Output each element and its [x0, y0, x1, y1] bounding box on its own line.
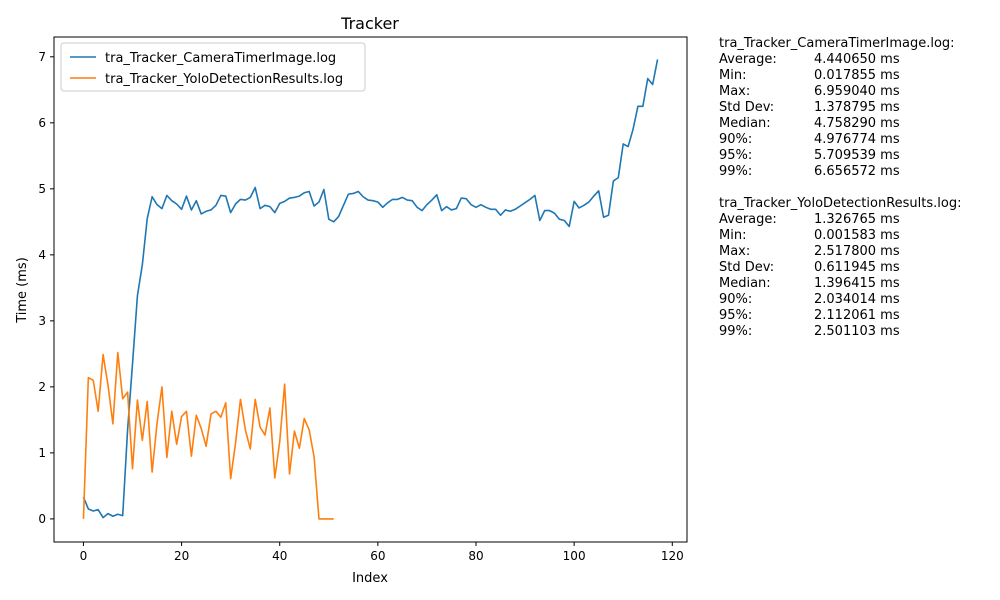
- stats-label: 90%:: [719, 292, 753, 307]
- stats-label: Max:: [719, 84, 751, 99]
- x-tick-label: 0: [80, 549, 88, 563]
- x-tick-label: 60: [370, 549, 385, 563]
- stats-value: 0.001583 ms: [814, 228, 900, 243]
- stats-value: 1.326765 ms: [814, 212, 900, 227]
- stats-row: Median: 4.758290 ms: [719, 116, 961, 132]
- stats-label: Average:: [719, 212, 777, 227]
- stats-title: tra_Tracker_CameraTimerImage.log:: [719, 36, 955, 51]
- stats-row: Average: 4.440650 ms: [719, 52, 961, 68]
- y-tick-label: 0: [38, 512, 46, 526]
- plot-frame: [53, 36, 688, 543]
- stats-row: Min: 0.001583 ms: [719, 228, 961, 244]
- y-tick-label: 2: [38, 380, 46, 394]
- legend: tra_Tracker_CameraTimerImage.log tra_Tra…: [60, 42, 366, 92]
- stats-row: Std Dev: 0.611945 ms: [719, 260, 961, 276]
- stats-row: Max: 2.517800 ms: [719, 244, 961, 260]
- y-axis: 0 1 2 3 4 5 6 7: [38, 50, 54, 526]
- stats-block-camera: tra_Tracker_CameraTimerImage.log: Averag…: [719, 36, 961, 180]
- stats-label: 99%:: [719, 164, 753, 179]
- stats-value: 1.378795 ms: [814, 100, 900, 115]
- stats-value: 2.517800 ms: [814, 244, 900, 259]
- series-line-camera: [82, 59, 659, 519]
- y-tick-label: 1: [38, 446, 46, 460]
- stats-row: Median: 1.396415 ms: [719, 276, 961, 292]
- y-tick-label: 3: [38, 314, 46, 328]
- x-tick-label: 80: [468, 549, 483, 563]
- stats-row: 90%: 2.034014 ms: [719, 292, 961, 308]
- stats-row: 90%: 4.976774 ms: [719, 132, 961, 148]
- stats-block-yolo: tra_Tracker_YoloDetectionResults.log: Av…: [719, 196, 961, 340]
- x-tick-label: 100: [563, 549, 586, 563]
- legend-label-yolo: tra_Tracker_YoloDetectionResults.log: [105, 72, 343, 87]
- y-tick-label: 6: [38, 116, 46, 130]
- stats-value: 4.440650 ms: [814, 52, 900, 67]
- stats-label: Std Dev:: [719, 260, 775, 275]
- stats-row: 95%: 2.112061 ms: [719, 308, 961, 324]
- series-group: [82, 59, 659, 520]
- chart-title: Tracker: [340, 14, 399, 33]
- y-tick-label: 5: [38, 182, 46, 196]
- x-tick-label: 20: [174, 549, 189, 563]
- stats-label: 95%:: [719, 148, 753, 163]
- stats-row: 95%: 5.709539 ms: [719, 148, 961, 164]
- stats-row: Std Dev: 1.378795 ms: [719, 100, 961, 116]
- stats-label: Median:: [719, 116, 771, 131]
- stats-title: tra_Tracker_YoloDetectionResults.log:: [719, 196, 962, 211]
- stats-value: 2.112061 ms: [814, 308, 900, 323]
- stats-value: 6.656572 ms: [814, 164, 900, 179]
- stats-label: 90%:: [719, 132, 753, 147]
- legend-label-camera: tra_Tracker_CameraTimerImage.log: [105, 51, 336, 66]
- x-tick-label: 120: [661, 549, 684, 563]
- series-line-yolo: [82, 351, 334, 520]
- plot-area: [53, 36, 688, 543]
- stats-label: Median:: [719, 276, 771, 291]
- stats-row: 99%: 2.501103 ms: [719, 324, 961, 340]
- stats-label: Average:: [719, 52, 777, 67]
- stats-row: Min: 0.017855 ms: [719, 68, 961, 84]
- stats-label: Std Dev:: [719, 100, 775, 115]
- y-axis-label: Time (ms): [15, 257, 30, 324]
- stats-label: Max:: [719, 244, 751, 259]
- stats-value: 2.501103 ms: [814, 324, 900, 339]
- stats-label: 95%:: [719, 308, 753, 323]
- stats-row: Average: 1.326765 ms: [719, 212, 961, 228]
- stats-value: 2.034014 ms: [814, 292, 900, 307]
- stats-row: 99%: 6.656572 ms: [719, 164, 961, 180]
- stats-value: 4.758290 ms: [814, 116, 900, 131]
- legend-box: [60, 42, 366, 92]
- x-axis: 0 20 40 60 80 100 120: [80, 542, 684, 563]
- stats-value: 4.976774 ms: [814, 132, 900, 147]
- stats-panel: tra_Tracker_CameraTimerImage.log: Averag…: [719, 36, 961, 356]
- stats-label: Min:: [719, 228, 747, 243]
- stats-row: Max: 6.959040 ms: [719, 84, 961, 100]
- stats-value: 5.709539 ms: [814, 148, 900, 163]
- stats-value: 1.396415 ms: [814, 276, 900, 291]
- stats-value: 0.611945 ms: [814, 260, 900, 275]
- x-axis-label: Index: [352, 571, 388, 586]
- y-tick-label: 4: [38, 248, 46, 262]
- stats-label: Min:: [719, 68, 747, 83]
- stats-value: 0.017855 ms: [814, 68, 900, 83]
- y-tick-label: 7: [38, 50, 46, 64]
- stats-label: 99%:: [719, 324, 753, 339]
- x-tick-label: 40: [272, 549, 287, 563]
- stats-value: 6.959040 ms: [814, 84, 900, 99]
